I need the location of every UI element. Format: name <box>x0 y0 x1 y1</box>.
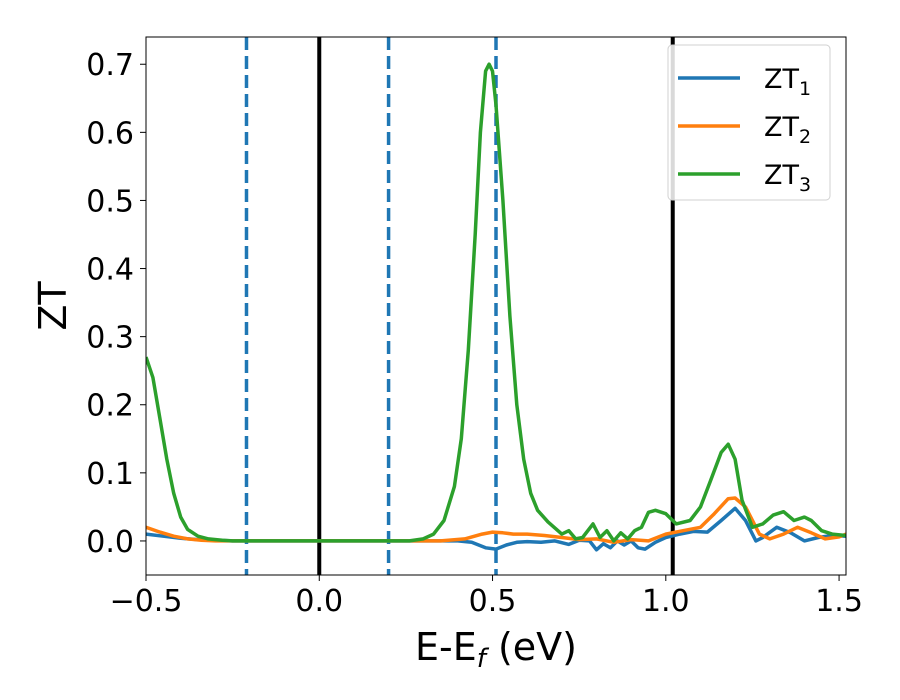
reference-lines <box>244 37 675 575</box>
legend-label: ZT1 <box>764 64 811 100</box>
series-layer <box>146 62 846 552</box>
y-tick-label: 0.0 <box>86 525 134 560</box>
y-tick-label: 0.5 <box>86 184 134 219</box>
series-line-zt3 <box>146 62 846 543</box>
legend: ZT1 ZT2 ZT3 <box>667 44 831 201</box>
x-axis-label: E-Ef (eV) <box>415 625 577 674</box>
x-axis: −0.5 0.0 0.5 1.0 1.5 <box>110 575 863 619</box>
x-axis-label-unit: (eV) <box>486 625 577 669</box>
y-tick-label: 0.7 <box>86 48 134 83</box>
legend-label: ZT3 <box>764 160 811 196</box>
y-axis: 0.0 0.1 0.2 0.3 0.4 0.5 0.6 0.7 <box>86 48 146 560</box>
y-tick-label: 0.6 <box>86 116 134 151</box>
y-axis-label: ZT <box>31 281 75 331</box>
x-tick-label: −0.5 <box>110 584 183 619</box>
legend-box <box>667 44 831 201</box>
x-tick-label: 0.0 <box>295 584 343 619</box>
x-tick-label: 1.5 <box>815 584 863 619</box>
y-tick-label: 0.1 <box>86 457 134 492</box>
plot-frame <box>145 36 847 576</box>
x-tick-label: 0.5 <box>469 584 517 619</box>
y-tick-label: 0.2 <box>86 389 134 424</box>
x-tick-label: 1.0 <box>642 584 690 619</box>
legend-label: ZT2 <box>764 112 811 148</box>
x-axis-label-main: E-E <box>415 625 477 669</box>
y-tick-label: 0.4 <box>86 253 134 288</box>
y-tick-label: 0.3 <box>86 321 134 356</box>
